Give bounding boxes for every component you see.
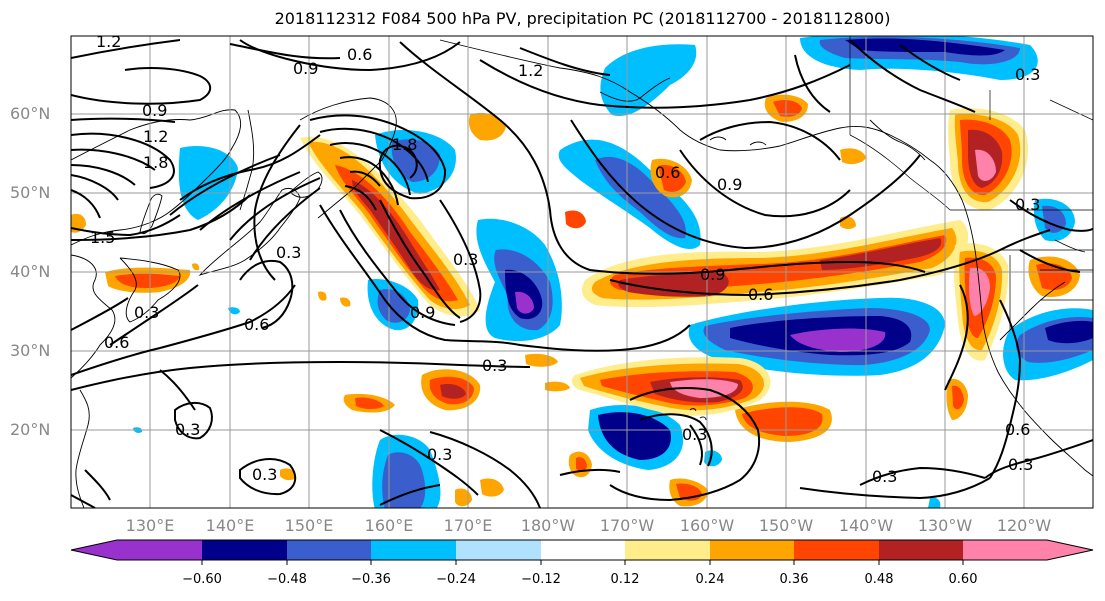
colorbar-bin xyxy=(371,540,456,560)
lat-label: 20°N xyxy=(10,420,51,439)
coastlines xyxy=(71,39,1093,508)
contour-label: 0.3 xyxy=(252,465,277,484)
contour-label: 0.9 xyxy=(410,303,435,322)
colorbar-ticks xyxy=(201,560,964,565)
lon-label: 140°E xyxy=(205,516,255,535)
colorbar-tick-label: −0.24 xyxy=(436,572,476,587)
colorbar-tick-label: 0.48 xyxy=(864,572,894,587)
lon-label: 150°W xyxy=(758,516,814,535)
contour-label: 0.3 xyxy=(453,250,478,269)
contour-label: 0.9 xyxy=(700,265,725,284)
map-title: 2018112312 F084 500 hPa PV, precipitatio… xyxy=(274,9,891,28)
contour-label: 0.3 xyxy=(482,356,507,375)
colorbar xyxy=(70,539,1094,565)
colorbar-tick-label: 0.24 xyxy=(695,572,725,587)
colorbar-min-extend xyxy=(71,540,117,560)
colorbar-bin xyxy=(287,540,371,560)
lon-label: 170°E xyxy=(443,516,493,535)
contour-label: 0.6 xyxy=(1005,420,1030,439)
colorbar-bin xyxy=(963,540,1047,560)
contour-label: 0.6 xyxy=(104,333,129,352)
contour-label: 0.3 xyxy=(1015,195,1040,214)
contour-label: 0.6 xyxy=(655,163,680,182)
lon-label: 140°W xyxy=(838,516,894,535)
colorbar-bin xyxy=(117,540,202,560)
contour-labels: 1.2 0.6 0.9 1.2 0.9 1.2 1.8 1.5 1.8 0.6 … xyxy=(90,32,1040,486)
lon-label: 150°E xyxy=(284,516,334,535)
pv-contours xyxy=(71,39,1093,508)
contour-label: 0.9 xyxy=(293,59,318,78)
contour-label: 1.5 xyxy=(90,228,115,247)
lon-label: 130°W xyxy=(917,516,973,535)
lon-label: 120°W xyxy=(996,516,1052,535)
lat-label: 50°N xyxy=(10,183,51,202)
contour-label: 1.8 xyxy=(143,153,168,172)
colorbar-bin xyxy=(794,540,879,560)
contour-label: 1.8 xyxy=(392,135,417,154)
colorbar-tick-label: −0.48 xyxy=(267,572,307,587)
colorbar-tick-label: −0.36 xyxy=(351,572,391,587)
lon-label: 180°W xyxy=(520,516,576,535)
colorbar-max-extend xyxy=(1047,540,1093,560)
contour-label: 0.3 xyxy=(682,425,707,444)
contour-label: 0.9 xyxy=(142,101,167,120)
contour-label: 0.6 xyxy=(347,45,372,64)
lon-label: 130°E xyxy=(125,516,175,535)
colorbar-tick-label: 0.36 xyxy=(779,572,809,587)
contour-label: 0.3 xyxy=(1015,65,1040,84)
lon-label: 160°E xyxy=(364,516,414,535)
lat-label: 30°N xyxy=(10,341,51,360)
contour-label: 0.3 xyxy=(276,243,301,262)
lat-label: 40°N xyxy=(10,262,51,281)
contour-label: 0.3 xyxy=(175,420,200,439)
contour-label: 1.2 xyxy=(96,32,121,51)
contour-label: 1.2 xyxy=(143,127,168,146)
contour-label: 0.3 xyxy=(427,445,452,464)
map-frame xyxy=(70,35,1094,509)
lat-label: 60°N xyxy=(10,104,51,123)
colorbar-outline xyxy=(70,539,1094,561)
contour-label: 0.3 xyxy=(1008,455,1033,474)
lon-label: 160°W xyxy=(679,516,735,535)
contour-label: 0.9 xyxy=(717,175,742,194)
colorbar-tick-label: 0.60 xyxy=(948,572,978,587)
contour-label: 1.2 xyxy=(518,61,543,80)
colorbar-bin xyxy=(879,540,963,560)
contour-label: 0.3 xyxy=(134,303,159,322)
colorbar-bin xyxy=(202,540,287,560)
colorbar-bin xyxy=(710,540,794,560)
contour-label: 0.6 xyxy=(244,315,269,334)
colorbar-tick-label: −0.60 xyxy=(182,572,222,587)
contour-label: 0.6 xyxy=(748,285,773,304)
contour-label: 0.3 xyxy=(872,467,897,486)
colorbar-bin xyxy=(625,540,710,560)
colorbar-tick-label: −0.12 xyxy=(521,572,561,587)
colorbar-bin xyxy=(541,540,625,560)
colorbar-bin xyxy=(456,540,541,560)
lon-label: 170°W xyxy=(599,516,655,535)
colorbar-tick-label: 0.12 xyxy=(610,572,640,587)
